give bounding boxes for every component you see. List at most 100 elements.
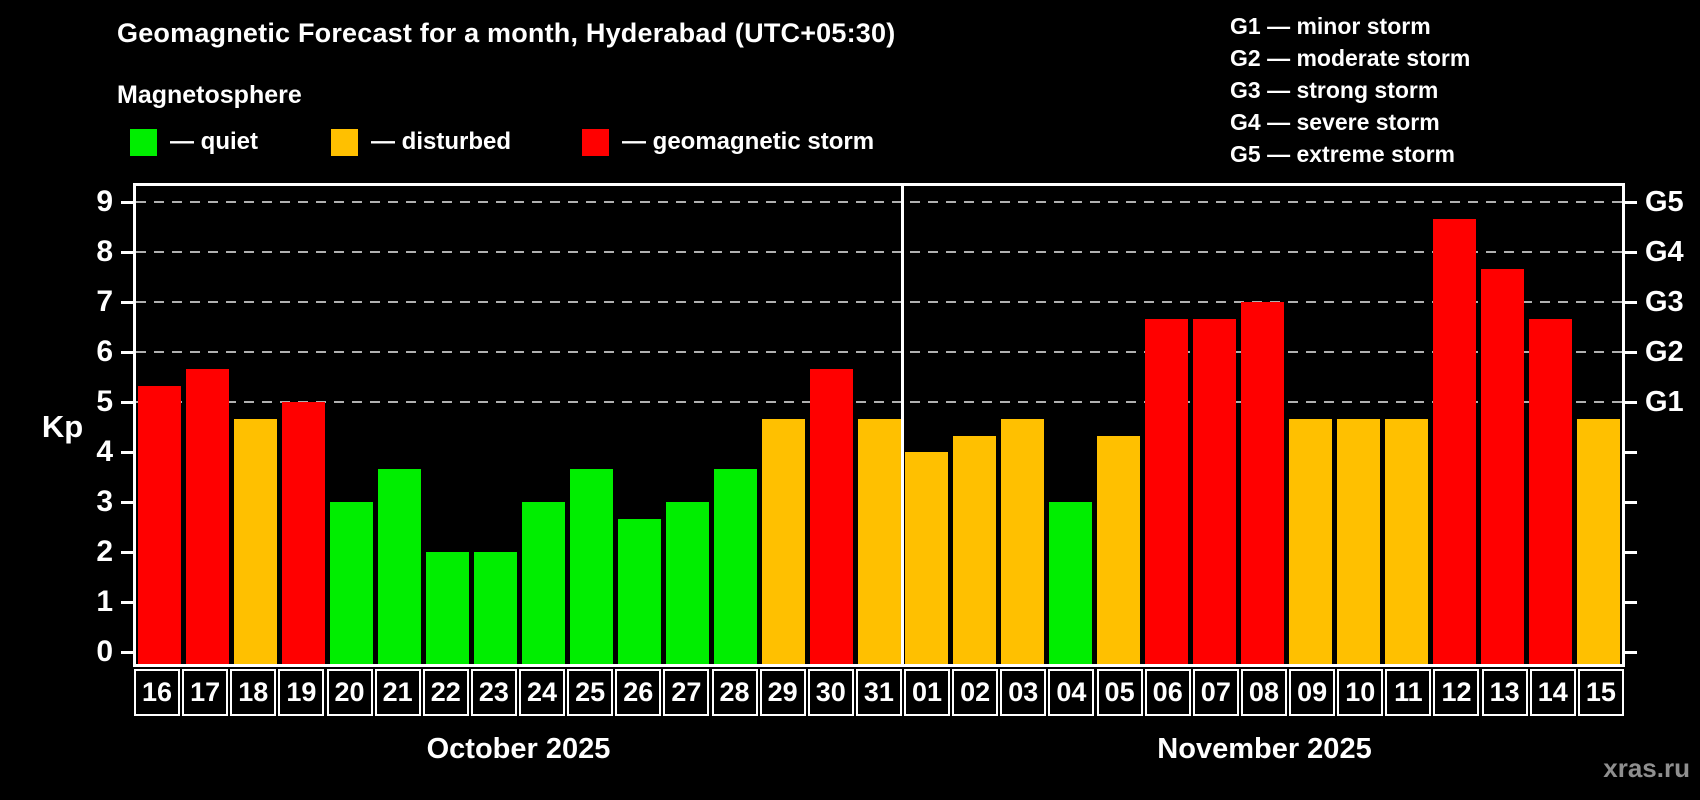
- day-label-box-29: 29: [759, 669, 806, 716]
- y-tick-label-1: 1: [96, 585, 113, 618]
- axis-tick-left-8: [121, 250, 133, 254]
- day-label-box-11: 11: [1385, 669, 1432, 716]
- bar-day-14: [1528, 318, 1572, 664]
- axis-tick-right-8: [1625, 250, 1637, 254]
- day-label-box-23: 23: [470, 669, 517, 716]
- axis-tick-right-6: [1625, 350, 1637, 354]
- day-label-box-07: 07: [1192, 669, 1239, 716]
- bar-day-10: [1336, 418, 1380, 664]
- legend-label-storm: — geomagnetic storm: [622, 128, 875, 155]
- day-label-box-06: 06: [1144, 669, 1191, 716]
- day-label-box-12: 12: [1433, 669, 1480, 716]
- day-label-box-24: 24: [519, 669, 566, 716]
- bar-day-18: [234, 418, 278, 664]
- day-label-box-22: 22: [422, 669, 469, 716]
- day-label-box-08: 08: [1240, 669, 1287, 716]
- legend-label-disturbed: — disturbed: [371, 128, 512, 155]
- axis-tick-right-7: [1625, 300, 1637, 304]
- day-label-box-17: 17: [182, 669, 229, 716]
- legend-item-quiet: — quiet: [130, 128, 258, 156]
- y-tick-label-0: 0: [96, 635, 113, 668]
- bar-day-27: [665, 502, 709, 664]
- day-label-box-19: 19: [278, 669, 325, 716]
- axis-tick-right-2: [1625, 550, 1637, 554]
- y-tick-label-7: 7: [96, 285, 113, 318]
- chart-title: Geomagnetic Forecast for a month, Hydera…: [117, 18, 896, 48]
- day-label-box-31: 31: [855, 669, 902, 716]
- day-label-box-03: 03: [1000, 669, 1047, 716]
- bar-day-24: [521, 502, 565, 664]
- day-label-box-27: 27: [663, 669, 710, 716]
- y-tick-label-8: 8: [96, 235, 113, 268]
- day-label-box-05: 05: [1096, 669, 1143, 716]
- bar-day-07: [1193, 318, 1237, 664]
- bar-day-19: [282, 402, 326, 664]
- axis-tick-right-1: [1625, 600, 1637, 604]
- month-label-october: October 2025: [426, 733, 611, 765]
- bar-day-01: [905, 452, 949, 664]
- axis-tick-right-0: [1625, 650, 1637, 654]
- axis-tick-left-6: [121, 350, 133, 354]
- bar-day-31: [857, 418, 901, 664]
- y-tick-label-2: 2: [96, 535, 113, 568]
- day-label-box-01: 01: [904, 669, 951, 716]
- gridline-kp8: [136, 251, 1622, 253]
- month-divider: [901, 186, 905, 664]
- g-axis-label-g1: G1: [1645, 386, 1684, 418]
- day-label-box-26: 26: [615, 669, 662, 716]
- day-label-box-16: 16: [134, 669, 180, 716]
- day-label-box-20: 20: [326, 669, 373, 716]
- y-tick-label-4: 4: [96, 435, 113, 468]
- bar-day-09: [1288, 418, 1332, 664]
- bar-day-04: [1049, 502, 1093, 664]
- g-legend-line-g3: G3 — strong storm: [1230, 77, 1439, 103]
- day-label-box-30: 30: [807, 669, 854, 716]
- day-label-box-14: 14: [1529, 669, 1576, 716]
- bar-day-28: [713, 468, 757, 664]
- axis-tick-left-2: [121, 550, 133, 554]
- kp-axis-label: Kp: [41, 409, 84, 444]
- bar-day-20: [330, 502, 374, 664]
- legend-label-quiet: — quiet: [170, 128, 258, 155]
- axis-tick-right-4: [1625, 450, 1637, 454]
- g-scale-legend: G1 — minor storm G2 — moderate storm G3 …: [1230, 10, 1470, 170]
- bar-day-06: [1145, 318, 1189, 664]
- bar-day-22: [426, 552, 470, 664]
- bar-day-17: [186, 368, 230, 664]
- quiet-color-swatch: [130, 128, 157, 156]
- bar-day-05: [1097, 435, 1141, 664]
- bar-day-21: [378, 468, 422, 664]
- day-label-box-25: 25: [567, 669, 614, 716]
- axis-tick-left-7: [121, 300, 133, 304]
- g-legend-line-g4: G4 — severe storm: [1230, 109, 1440, 135]
- g-axis-label-g3: G3: [1645, 286, 1684, 318]
- bar-day-16: [138, 385, 182, 664]
- watermark: xras.ru: [1603, 753, 1690, 783]
- g-axis-label-g4: G4: [1645, 236, 1684, 268]
- g-axis-label-g5: G5: [1645, 186, 1684, 218]
- bar-day-13: [1480, 268, 1524, 664]
- plot-area: [121, 183, 1637, 667]
- g-legend-line-g1: G1 — minor storm: [1230, 13, 1431, 39]
- bar-day-03: [1001, 418, 1045, 664]
- day-label-box-13: 13: [1481, 669, 1528, 716]
- gridline-kp7: [136, 301, 1622, 303]
- bar-day-29: [761, 418, 805, 664]
- bar-day-26: [617, 518, 661, 664]
- bar-day-23: [474, 552, 518, 664]
- axis-tick-left-9: [121, 200, 133, 204]
- day-label-box-02: 02: [952, 669, 999, 716]
- axis-tick-right-5: [1625, 400, 1637, 404]
- bar-day-02: [953, 435, 997, 664]
- day-label-box-18: 18: [230, 669, 277, 716]
- bar-day-12: [1432, 218, 1476, 664]
- axis-tick-left-5: [121, 400, 133, 404]
- disturbed-color-swatch: [331, 128, 358, 156]
- g-axis-label-g2: G2: [1645, 336, 1684, 368]
- axis-tick-left-3: [121, 500, 133, 504]
- axis-tick-right-9: [1625, 200, 1637, 204]
- gridline-kp9: [136, 201, 1622, 203]
- bar-day-08: [1240, 302, 1284, 664]
- day-label-box-21: 21: [374, 669, 421, 716]
